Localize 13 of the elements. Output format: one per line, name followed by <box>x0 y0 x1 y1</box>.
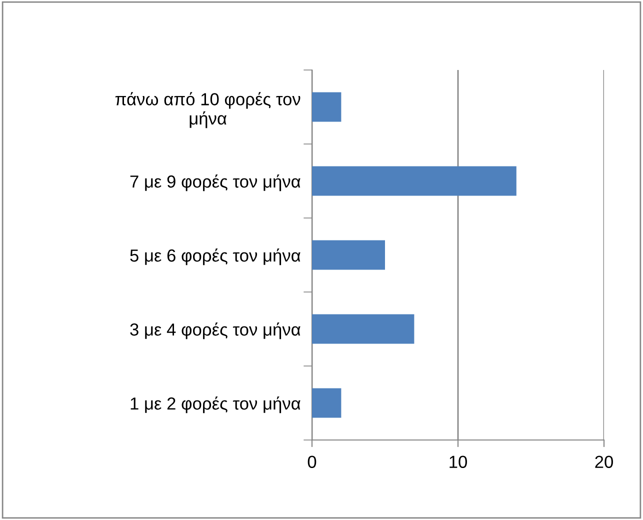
bar <box>312 240 385 270</box>
bar <box>312 166 516 196</box>
x-tick-label: 0 <box>308 456 316 468</box>
y-tick-label: πάνω από 10 φορές τον μήνα <box>115 92 300 128</box>
y-tick-label: 1 με 2 φορές τον μήνα <box>130 396 300 414</box>
y-tick-label: 7 με 9 φορές τον μήνα <box>130 174 300 192</box>
x-tick-label: 10 <box>450 456 467 468</box>
bar <box>312 388 342 418</box>
y-tick-label: 3 με 4 φορές τον μήνα <box>130 322 300 340</box>
y-tick-label: 5 με 6 φορές τον μήνα <box>130 248 300 266</box>
bar <box>312 314 414 344</box>
x-tick-label: 20 <box>595 456 613 468</box>
bar <box>312 92 342 122</box>
